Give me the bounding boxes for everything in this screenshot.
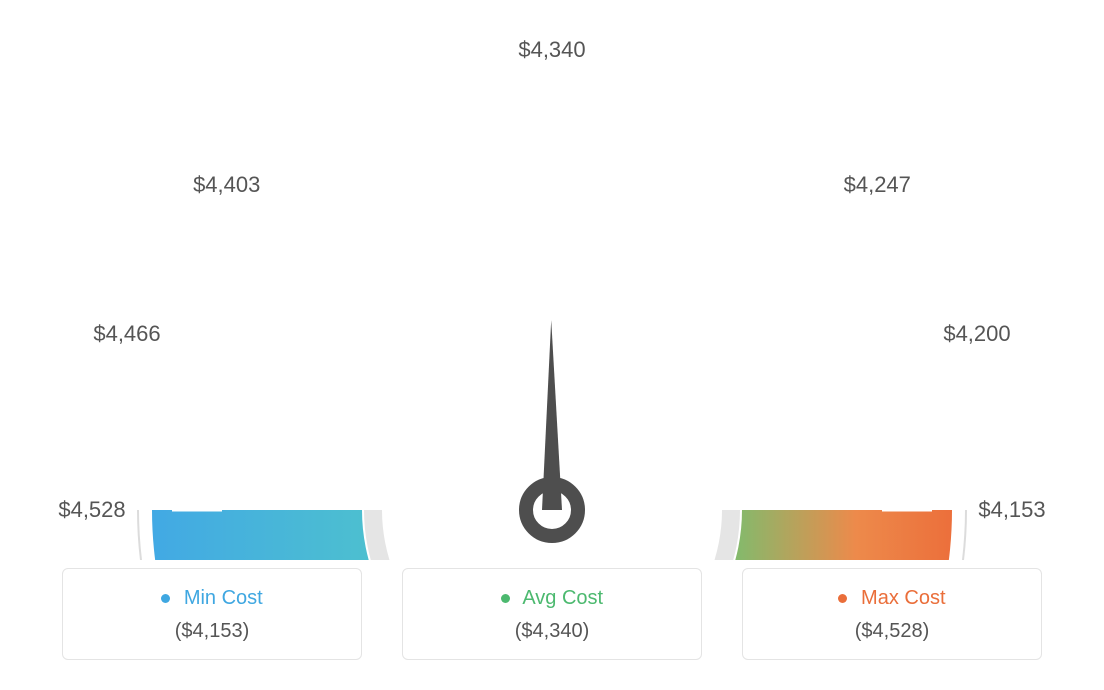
gauge-tick-label: $4,200	[943, 321, 1010, 347]
legend-card-max: Max Cost ($4,528)	[742, 568, 1042, 660]
legend-value-min: ($4,153)	[73, 620, 351, 643]
dot-icon	[161, 594, 170, 603]
gauge-tick-label: $4,403	[193, 172, 260, 198]
legend-card-min: Min Cost ($4,153)	[62, 568, 362, 660]
dot-icon	[838, 594, 847, 603]
legend-value-max: ($4,528)	[753, 620, 1031, 643]
legend-card-avg: Avg Cost ($4,340)	[402, 568, 702, 660]
gauge-tick-label: $4,528	[58, 497, 125, 523]
gauge-tick-label: $4,247	[844, 172, 911, 198]
gauge-chart: $4,153 $4,200 $4,247 $4,340 $4,403 $4,466 $4,5…	[0, 0, 1104, 560]
gauge-tick-label: $4,153	[978, 497, 1045, 523]
legend-value-avg: ($4,340)	[413, 620, 691, 643]
legend-title-max: Max Cost	[753, 587, 1031, 610]
legend-label-max: Max Cost	[861, 587, 945, 609]
dot-icon	[501, 594, 510, 603]
gauge-tick-label: $4,466	[93, 321, 160, 347]
legend-label-avg: Avg Cost	[522, 587, 603, 609]
legend-label-min: Min Cost	[184, 587, 263, 609]
legend-title-avg: Avg Cost	[413, 587, 691, 610]
legend-title-min: Min Cost	[73, 587, 351, 610]
gauge-svg	[0, 0, 1104, 560]
gauge-tick-label: $4,340	[518, 37, 585, 63]
legend-row: Min Cost ($4,153) Avg Cost ($4,340) Max …	[0, 568, 1104, 660]
